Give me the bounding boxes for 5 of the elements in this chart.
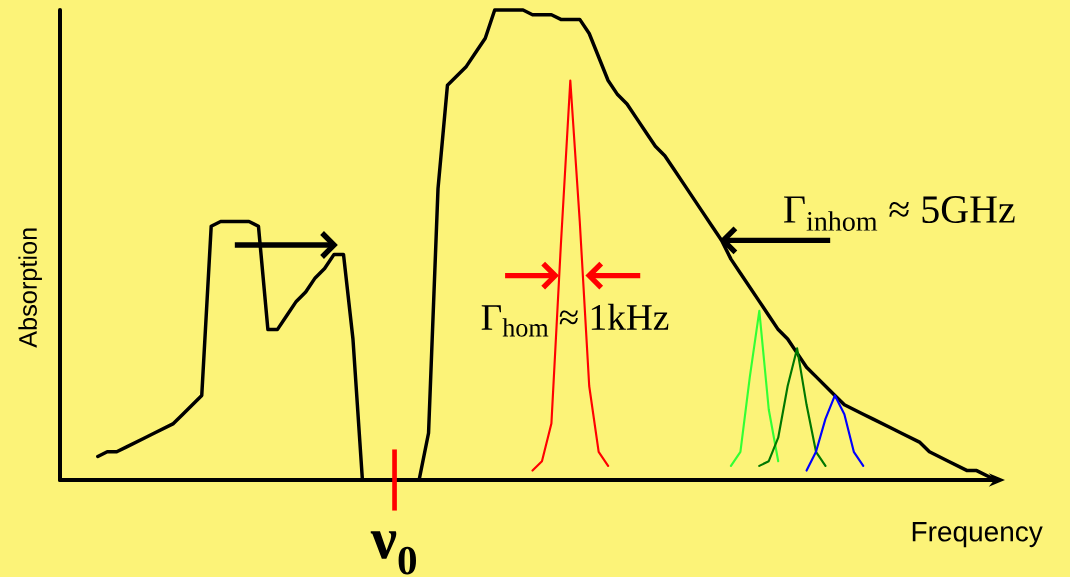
annotation: Γ$_{hom}$ ≈ 1kHz [481, 303, 669, 337]
x-axis-title: Frequency [912, 522, 1043, 548]
annotation: Γ$_{inhom}$ ≈ 5GHz [784, 196, 1015, 231]
y-axis-title: Absorption [18, 228, 42, 348]
text: ν$_{0}$ [370, 531, 417, 575]
